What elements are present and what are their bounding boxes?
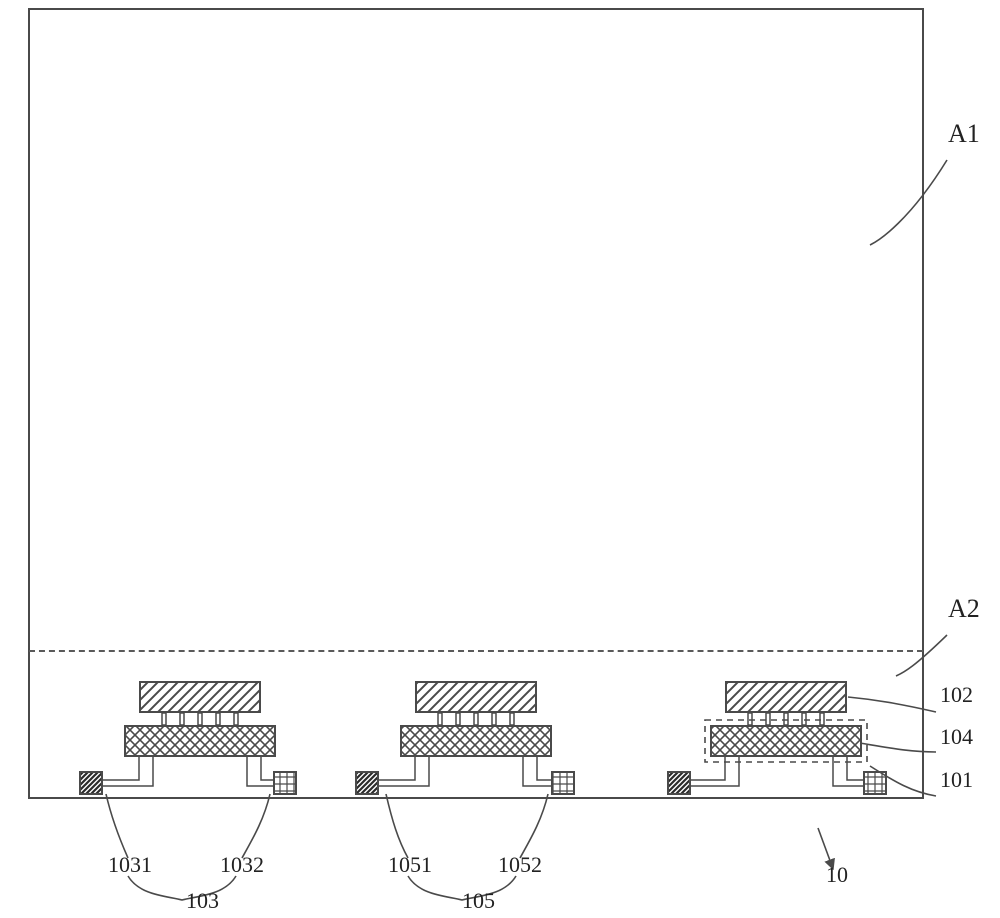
label-A1: A1 [948,119,980,149]
label-1031: 1031 [108,852,152,878]
label-1052: 1052 [498,852,542,878]
module-2 [668,682,886,794]
module-1 [356,682,574,794]
label-A2: A2 [948,594,980,624]
label-101: 101 [940,767,973,793]
label-105: 105 [462,888,495,914]
label-104: 104 [940,724,973,750]
label-102: 102 [940,682,973,708]
label-10: 10 [826,862,848,888]
label-103: 103 [186,888,219,914]
diagram-canvas: A1 A2 102 104 101 10 1031 1032 103 1051 … [0,0,1000,918]
svg-layer [0,0,1000,918]
label-1032: 1032 [220,852,264,878]
label-1051: 1051 [388,852,432,878]
module-0 [80,682,296,794]
